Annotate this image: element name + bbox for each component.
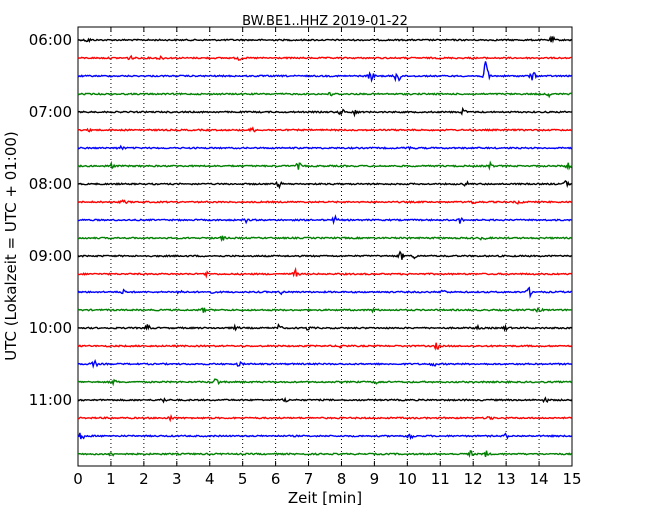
trace-07:30	[77, 144, 573, 151]
x-tick-label: 7	[304, 470, 314, 488]
trace-11:45	[77, 450, 573, 459]
trace-09:15	[77, 266, 573, 279]
y-tick-label: 10:00	[29, 319, 72, 337]
trace-06:00	[77, 35, 573, 44]
y-tick-label: 06:00	[29, 31, 72, 49]
x-tick-label: 9	[370, 470, 380, 488]
x-tick-label: 10	[398, 470, 417, 488]
trace-09:45	[77, 307, 573, 314]
trace-07:15	[77, 126, 573, 133]
trace-08:00	[77, 179, 573, 190]
trace-11:15	[77, 413, 573, 423]
x-tick-label: 11	[431, 470, 450, 488]
trace-08:45	[77, 235, 573, 243]
y-tick-label: 09:00	[29, 247, 72, 265]
seismic-traces	[77, 35, 573, 459]
trace-06:45	[77, 91, 573, 99]
trace-09:00	[77, 250, 573, 260]
x-tick-label: 6	[271, 470, 281, 488]
x-tick-label: 14	[530, 470, 549, 488]
chart-title: BW.BE1..HHZ 2019-01-22	[242, 14, 408, 29]
x-tick-label: 15	[562, 470, 581, 488]
x-tick-label: 2	[139, 470, 149, 488]
y-tick-label: 08:00	[29, 175, 72, 193]
trace-07:45	[77, 160, 573, 171]
trace-10:00	[77, 323, 573, 333]
y-axis-label: UTC (Lokalzeit = UTC + 01:00)	[2, 131, 20, 361]
trace-06:15	[77, 54, 573, 61]
trace-11:30	[77, 432, 573, 441]
x-tick-label: 13	[497, 470, 516, 488]
x-tick-label: 3	[172, 470, 182, 488]
x-tick-label: 8	[337, 470, 347, 488]
trace-08:15	[77, 199, 573, 205]
x-tick-label: 4	[205, 470, 215, 488]
x-tick-label: 12	[464, 470, 483, 488]
x-axis-label: Zeit [min]	[288, 489, 362, 507]
trace-10:15	[77, 342, 573, 351]
trace-07:00	[77, 106, 573, 118]
trace-11:00	[77, 396, 573, 404]
y-tick-label: 07:00	[29, 103, 72, 121]
trace-10:30	[77, 359, 573, 369]
x-tick-label: 5	[238, 470, 248, 488]
trace-10:45	[77, 378, 573, 387]
plot-frame	[77, 26, 573, 467]
x-tick-label: 0	[73, 470, 83, 488]
axis-ticks: 0 1 2 3 4 5 6 7 8 9 10 11 12 13 14 1506:0007:0008:0009:…	[29, 27, 582, 488]
x-tick-label: 1	[106, 470, 116, 488]
y-tick-label: 11:00	[29, 391, 72, 409]
trace-08:30	[77, 214, 573, 226]
trace-09:30	[77, 286, 573, 299]
trace-06:30	[77, 61, 573, 83]
